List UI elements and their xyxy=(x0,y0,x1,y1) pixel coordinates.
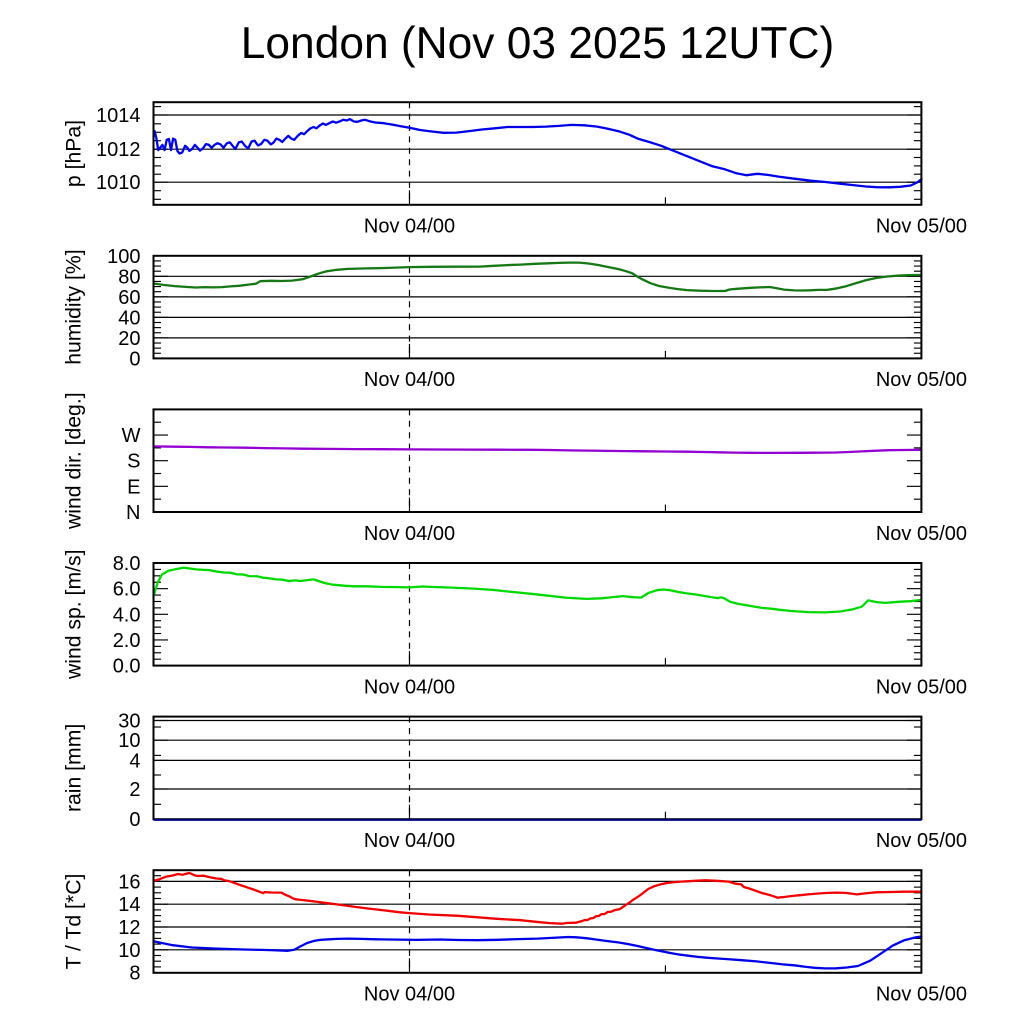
svg-text:60: 60 xyxy=(118,287,140,309)
svg-text:4: 4 xyxy=(129,750,140,772)
svg-text:2.0: 2.0 xyxy=(113,630,141,652)
svg-text:Nov 04/00: Nov 04/00 xyxy=(364,523,455,545)
svg-text:14: 14 xyxy=(118,894,140,916)
svg-text:40: 40 xyxy=(118,307,140,329)
svg-text:N: N xyxy=(126,502,140,524)
svg-text:4.0: 4.0 xyxy=(113,604,141,626)
svg-text:humidity [%]: humidity [%] xyxy=(63,249,86,364)
svg-text:10: 10 xyxy=(118,940,140,962)
svg-text:16: 16 xyxy=(118,871,140,893)
svg-text:Nov 04/00: Nov 04/00 xyxy=(364,984,455,1006)
svg-text:Nov 05/00: Nov 05/00 xyxy=(876,676,967,698)
svg-text:1012: 1012 xyxy=(96,139,141,161)
svg-text:Nov 04/00: Nov 04/00 xyxy=(364,216,455,238)
svg-text:12: 12 xyxy=(118,917,140,939)
svg-text:Nov 05/00: Nov 05/00 xyxy=(876,830,967,852)
svg-text:Nov 04/00: Nov 04/00 xyxy=(364,369,455,391)
svg-text:Nov 05/00: Nov 05/00 xyxy=(876,216,967,238)
svg-text:Nov 05/00: Nov 05/00 xyxy=(876,369,967,391)
svg-text:rain [mm]: rain [mm] xyxy=(63,724,86,812)
svg-text:Nov 04/00: Nov 04/00 xyxy=(364,676,455,698)
svg-text:2: 2 xyxy=(129,779,140,801)
svg-text:0: 0 xyxy=(129,809,140,831)
svg-text:10: 10 xyxy=(118,730,140,752)
svg-text:6.0: 6.0 xyxy=(113,579,141,601)
svg-text:E: E xyxy=(127,476,140,498)
svg-text:W: W xyxy=(122,425,141,447)
svg-text:S: S xyxy=(127,451,140,473)
svg-text:0: 0 xyxy=(129,348,140,370)
svg-text:Nov 05/00: Nov 05/00 xyxy=(876,523,967,545)
svg-text:8: 8 xyxy=(129,963,140,985)
svg-text:80: 80 xyxy=(118,266,140,288)
svg-text:20: 20 xyxy=(118,328,140,350)
svg-text:Nov 04/00: Nov 04/00 xyxy=(364,830,455,852)
svg-text:Nov 05/00: Nov 05/00 xyxy=(876,984,967,1006)
svg-text:wind sp. [m/s]: wind sp. [m/s] xyxy=(63,550,86,681)
svg-text:1014: 1014 xyxy=(96,105,141,127)
svg-text:London (Nov 03 2025 12UTC): London (Nov 03 2025 12UTC) xyxy=(241,19,834,68)
svg-text:100: 100 xyxy=(107,246,140,268)
svg-text:T / Td [*C]: T / Td [*C] xyxy=(63,874,86,970)
svg-text:p [hPa]: p [hPa] xyxy=(63,120,86,187)
svg-text:8.0: 8.0 xyxy=(113,553,141,575)
svg-text:0.0: 0.0 xyxy=(113,656,141,678)
svg-text:wind dir. [deg.]: wind dir. [deg.] xyxy=(63,392,86,530)
svg-text:30: 30 xyxy=(118,711,140,733)
svg-text:1010: 1010 xyxy=(96,172,141,194)
